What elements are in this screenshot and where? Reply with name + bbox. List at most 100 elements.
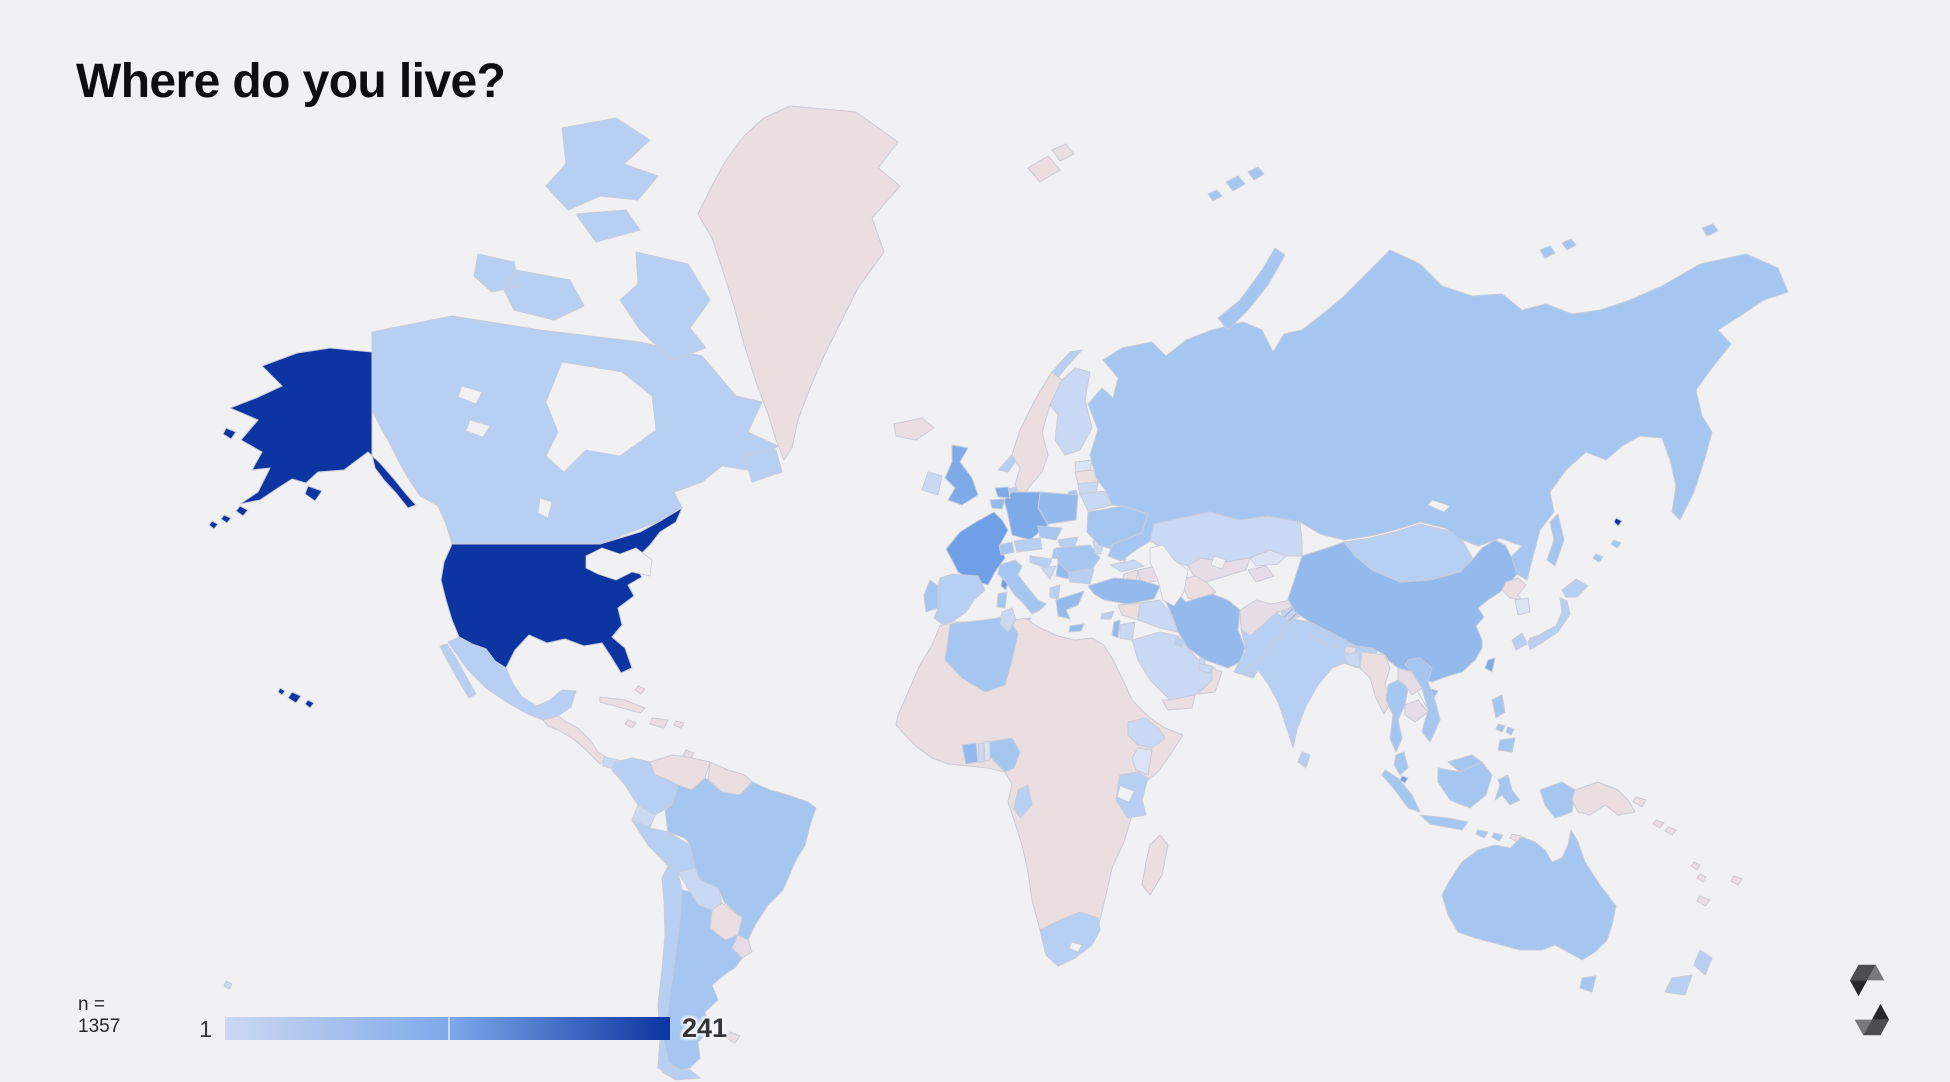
solidity-logo-facet [1854, 1019, 1872, 1036]
country-taiwan[interactable] [1484, 657, 1496, 673]
country-papua-new-guinea[interactable] [1571, 781, 1647, 816]
country-syria[interactable] [1117, 602, 1141, 621]
country-ghana[interactable] [961, 742, 979, 765]
lake-winnipeg [537, 497, 553, 519]
country-madagascar[interactable] [1141, 834, 1169, 896]
country-algeria[interactable] [944, 616, 1019, 693]
solidity-logo-facet [1863, 1019, 1890, 1036]
country-greenland[interactable] [697, 105, 901, 461]
country-mongolia[interactable] [1343, 523, 1474, 583]
great-lakes [585, 547, 653, 581]
legend-midpoint-tick [447, 1017, 450, 1040]
country-solomon-islands[interactable] [1652, 819, 1677, 836]
country-benin[interactable] [983, 740, 991, 762]
country-russia-islands[interactable] [1207, 166, 1719, 567]
country-indonesia[interactable] [1381, 761, 1576, 842]
country-australia-tasmania[interactable] [1579, 975, 1597, 993]
country-japan[interactable] [1511, 578, 1589, 651]
country-svalbard[interactable] [1027, 143, 1075, 183]
country-cyprus[interactable] [1100, 610, 1115, 620]
legend-max-label: 241 [682, 1013, 728, 1043]
region-central-america[interactable] [542, 715, 609, 765]
sample-size-label: n = 1357 [78, 994, 121, 1037]
country-singapore[interactable] [1399, 775, 1409, 784]
country-south-korea[interactable] [1514, 597, 1531, 616]
country-greece[interactable] [1055, 590, 1085, 633]
country-israel[interactable] [1111, 619, 1121, 639]
country-turkey[interactable] [1087, 577, 1161, 605]
country-switzerland[interactable] [998, 541, 1015, 556]
country-brazil[interactable] [664, 777, 817, 941]
country-austria[interactable] [1013, 537, 1043, 553]
country-kuwait[interactable] [1173, 637, 1185, 648]
country-vietnam[interactable] [1404, 657, 1441, 743]
country-cambodia[interactable] [1404, 699, 1429, 723]
lake-victoria [1116, 785, 1135, 803]
country-netherlands[interactable] [994, 486, 1011, 499]
inland-water [457, 361, 1451, 803]
country-bosnia[interactable] [1041, 565, 1057, 580]
country-nepal[interactable] [1309, 629, 1341, 649]
country-finland[interactable] [1049, 367, 1093, 456]
country-new-caledonia[interactable] [1696, 895, 1711, 907]
country-portugal[interactable] [923, 579, 939, 613]
country-belgium[interactable] [989, 498, 1006, 510]
country-canada-arctic-islands[interactable] [473, 117, 783, 483]
country-philippines[interactable] [1491, 694, 1516, 753]
country-south-africa[interactable] [1039, 911, 1101, 967]
country-thailand[interactable] [1385, 679, 1409, 753]
country-usa-alaska[interactable] [208, 347, 417, 530]
solidity-logo-facet [1867, 964, 1885, 981]
country-iran[interactable] [1163, 593, 1246, 669]
country-albania[interactable] [1049, 584, 1061, 600]
country-myanmar[interactable] [1359, 651, 1393, 715]
country-north-korea[interactable] [1501, 577, 1527, 601]
lake-baikal [1427, 499, 1451, 513]
country-oman[interactable] [1197, 667, 1223, 695]
country-congo[interactable] [1013, 784, 1033, 819]
region-caribbean[interactable] [599, 685, 695, 760]
country-mexico[interactable] [439, 636, 577, 721]
solidity-logo-facet [1871, 1003, 1890, 1020]
country-uae[interactable] [1197, 663, 1213, 674]
region-pacific-islands[interactable] [223, 980, 233, 990]
country-jordan[interactable] [1119, 621, 1136, 641]
country-fiji[interactable] [1730, 875, 1743, 886]
country-ethiopia[interactable] [1127, 717, 1166, 749]
country-bangladesh[interactable] [1343, 651, 1361, 669]
country-australia[interactable] [1441, 829, 1617, 961]
country-argentina[interactable] [663, 889, 743, 1071]
country-romania[interactable] [1055, 544, 1101, 573]
country-kyrgyzstan[interactable] [1249, 549, 1287, 567]
legend-gradient-bar [225, 1017, 670, 1040]
country-tajikistan[interactable] [1247, 565, 1275, 583]
country-georgia[interactable] [1109, 559, 1145, 573]
country-vanuatu[interactable] [1690, 861, 1707, 883]
country-spain[interactable] [933, 573, 986, 625]
country-tunisia[interactable] [999, 607, 1017, 633]
aral-sea [1210, 555, 1227, 570]
country-iceland[interactable] [893, 417, 935, 441]
solidity-logo-facet [1849, 980, 1868, 997]
country-new-zealand[interactable] [1664, 949, 1713, 996]
country-falkland-islands[interactable] [725, 1031, 741, 1044]
country-sweden[interactable] [1011, 371, 1063, 499]
caspian-sea [1149, 544, 1189, 607]
solidity-logo [1849, 964, 1890, 1036]
region-africa-no-data[interactable] [895, 614, 1184, 967]
country-kenya[interactable] [1131, 747, 1153, 776]
country-uk[interactable] [944, 444, 979, 506]
page-title: Where do you live? [76, 55, 506, 108]
country-ireland[interactable] [921, 471, 943, 496]
legend-min-label: 1 [199, 1016, 212, 1042]
hudson-bay [545, 361, 657, 473]
great-bear-lake [457, 385, 483, 405]
country-yemen[interactable] [1161, 694, 1196, 711]
country-togo[interactable] [977, 742, 985, 763]
country-usa-hawaii[interactable] [277, 517, 1623, 709]
country-czechia[interactable] [1037, 525, 1063, 541]
country-sri-lanka[interactable] [1297, 751, 1311, 769]
lesotho-cutout [1068, 941, 1083, 953]
